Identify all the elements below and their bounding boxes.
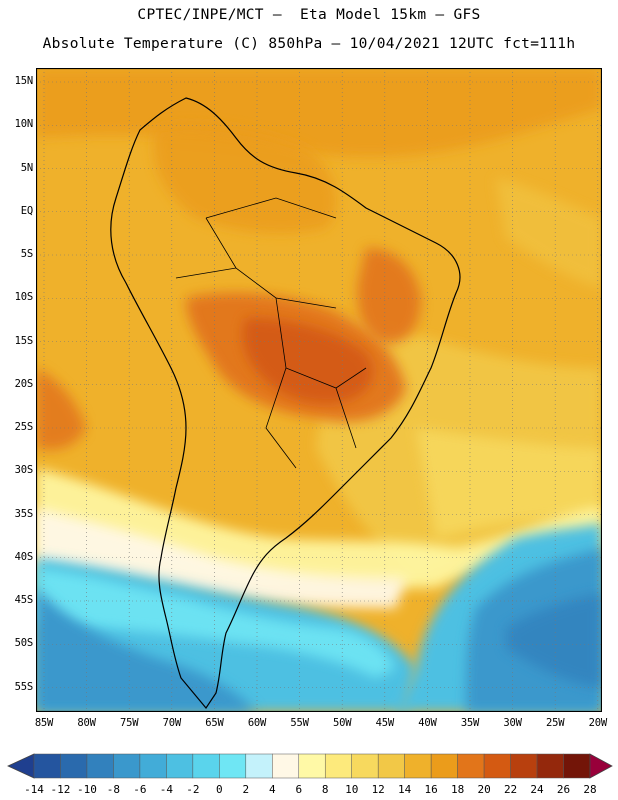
colorbar-swatch (430, 753, 458, 779)
colorbar-tick-label: -4 (159, 783, 173, 796)
colorbar-tick-label: 18 (450, 783, 465, 796)
lon-label: 40W (418, 717, 437, 729)
lon-label: 75W (120, 717, 139, 729)
colorbar-swatch (219, 753, 247, 779)
lon-label: 65W (205, 717, 224, 729)
colorbar-tick-label: 22 (503, 783, 518, 796)
deep-blue-south-west (36, 588, 256, 712)
darkest-blue-patch (506, 593, 602, 688)
colorbar-swatch (33, 753, 61, 779)
lat-label: 40S (14, 550, 34, 563)
colorbar-tick-label: 0 (216, 783, 223, 796)
colorbar-swatch (377, 753, 405, 779)
colorbar-tick-label: 16 (424, 783, 438, 796)
lat-label: 5S (20, 248, 33, 260)
colorbar-swatch (245, 753, 273, 779)
colorbar-swatch (324, 753, 352, 779)
lon-label: 45W (375, 717, 395, 729)
lon-label: 70W (162, 717, 182, 729)
lat-label: 25S (14, 421, 34, 433)
tropical-atlantic-patch (496, 178, 602, 288)
lat-label: 45S (14, 594, 34, 606)
lat-label: 5N (20, 161, 33, 174)
lat-label: 15S (14, 334, 34, 347)
lat-label: 20S (14, 377, 34, 390)
colorbar-tick-label: -14 (24, 783, 44, 796)
colorbar-tick-label: 4 (268, 783, 276, 796)
lon-label: 80W (77, 717, 96, 729)
lat-label: 50S (14, 637, 34, 650)
colorbar-swatch (298, 753, 326, 779)
colorbar-swatch (510, 753, 538, 779)
colorbar-swatch (192, 753, 220, 779)
cyan-band (36, 568, 396, 678)
color-scale (7, 753, 613, 779)
colorbar-tick-label: 26 (556, 783, 571, 796)
lon-label: 85W (34, 717, 54, 729)
temperature-field (36, 68, 602, 712)
colorbar-tick-label: 8 (321, 783, 329, 796)
warm-pacific-patch (36, 368, 86, 450)
colorbar-tick-label: 2 (242, 783, 250, 796)
lat-label: 15N (14, 75, 34, 87)
colorbar-tick-label: 10 (345, 783, 359, 796)
colorbar-swatch (86, 753, 114, 779)
lat-label: 10N (14, 118, 34, 131)
colorbar-swatch (536, 753, 564, 779)
colorbar-swatch (113, 753, 141, 779)
temperature-map (36, 68, 602, 712)
lat-label: 30S (14, 464, 34, 477)
lat-label: 35S (14, 507, 34, 520)
yellow-band (416, 428, 602, 538)
lon-label: 25W (546, 717, 565, 729)
colorbar-tick-label: -8 (106, 783, 121, 796)
lat-label: 10S (14, 291, 34, 304)
gridlines (36, 68, 602, 712)
lon-label: 60W (247, 717, 267, 729)
colorbar-swatch (457, 753, 485, 779)
hotter-core (242, 318, 373, 404)
colorbar-tick-label: -6 (133, 783, 147, 796)
hot-east (357, 248, 421, 344)
colorbar-tick-label: -12 (50, 783, 71, 796)
warm-north-continent (153, 124, 337, 234)
lon-label: 35W (460, 717, 480, 729)
colorbar-swatch (483, 753, 511, 779)
lon-label: 50W (333, 717, 352, 729)
colorbar-tick-label: -10 (77, 783, 97, 796)
country-borders (175, 197, 367, 469)
colorbar-swatch (563, 753, 591, 779)
colorbar-swatch (404, 753, 432, 779)
lon-label: 20W (588, 717, 608, 729)
colorbar-tick-label: 28 (583, 783, 597, 796)
lat-label: 55S (14, 680, 34, 693)
coastline (110, 97, 461, 710)
lon-label: 30W (503, 717, 522, 729)
map-subtitle: Absolute Temperature (C) 850hPa — 10/04/… (42, 36, 576, 52)
map-border (36, 68, 602, 712)
colorbar-min-arrow (7, 753, 35, 779)
lat-label: EQ (20, 204, 33, 217)
map-title: CPTEC/INPE/MCT — Eta Model 15km — GFS (137, 7, 481, 23)
colorbar-tick-label: 6 (295, 783, 303, 796)
colorbar-tick-label: -2 (186, 783, 200, 796)
colorbar-swatch (351, 753, 379, 779)
colorbar-swatch (60, 753, 88, 779)
colorbar-tick-label: 12 (371, 783, 385, 796)
colorbar-swatch (272, 753, 300, 779)
colorbar-max-arrow (589, 753, 613, 779)
colorbar-tick-label: 14 (398, 783, 412, 796)
lon-label: 55W (290, 717, 309, 729)
colorbar-tick-label: 24 (530, 783, 544, 796)
colorbar-swatch (139, 753, 167, 779)
colorbar-tick-label: 20 (477, 783, 491, 796)
colorbar-swatch (166, 753, 194, 779)
